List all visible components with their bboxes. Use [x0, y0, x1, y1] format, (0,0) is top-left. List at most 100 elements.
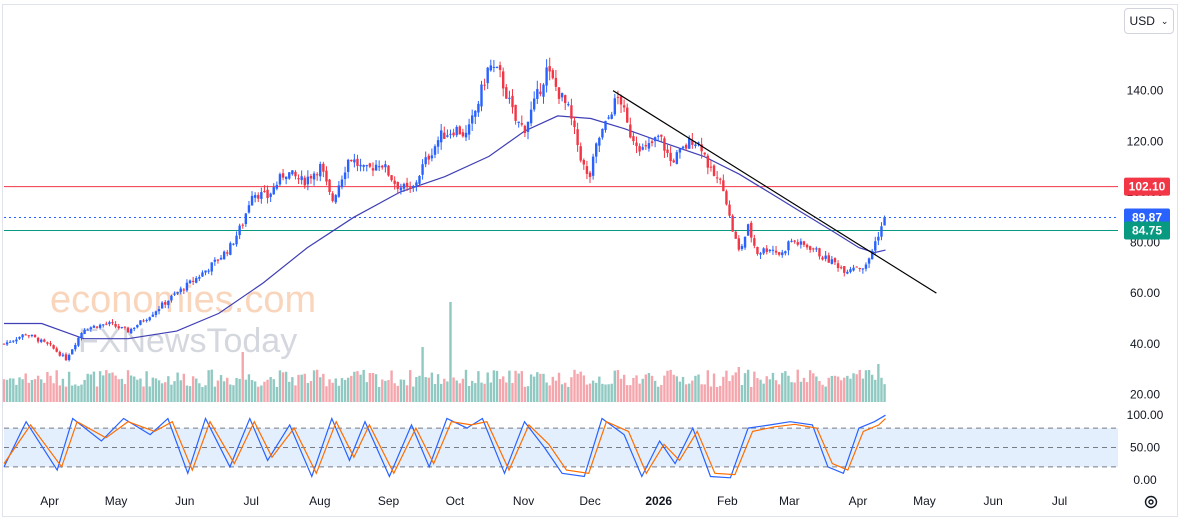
volume-bar: [526, 386, 530, 402]
candle-body: [195, 278, 198, 283]
time-tick-label: Apr: [40, 494, 59, 508]
volume-bar: [390, 370, 393, 402]
volume-bar: [377, 386, 381, 402]
candle-body: [852, 267, 855, 271]
candle-body: [98, 324, 102, 328]
candle-body: [346, 159, 350, 172]
candle-body: [470, 115, 474, 124]
volume-bar: [343, 379, 347, 402]
candle-body: [129, 328, 133, 334]
volume-bar: [291, 377, 294, 402]
candle-body: [356, 158, 359, 166]
volume-bar: [446, 381, 449, 402]
candle-body: [179, 288, 182, 293]
volume-bar: [653, 380, 657, 402]
candle-body: [374, 164, 378, 171]
settings-gear-icon[interactable]: [1142, 493, 1160, 511]
volume-bars: [2, 302, 886, 402]
volume-bar: [266, 379, 269, 402]
trendline[interactable]: [612, 90, 937, 294]
candle-body: [114, 323, 117, 327]
volume-bar: [855, 374, 858, 402]
volume-bar: [874, 379, 877, 402]
volume-bar: [793, 382, 796, 402]
currency-label: USD: [1129, 14, 1155, 28]
candle-body: [222, 251, 226, 260]
candle-body: [560, 93, 564, 98]
volume-bar: [731, 375, 734, 402]
volume-bar: [585, 384, 589, 402]
candle-body: [796, 242, 799, 245]
volume-bar: [21, 379, 24, 402]
candle-body: [675, 152, 679, 164]
volume-bar: [712, 373, 716, 402]
volume-bar: [604, 384, 607, 402]
price-badge-label: 89.87: [1132, 211, 1162, 225]
candle-body: [92, 325, 96, 328]
candle-body: [604, 120, 607, 130]
candle-body: [266, 189, 269, 199]
volume-bar: [743, 373, 747, 402]
candle-body: [644, 145, 648, 147]
candle-body: [777, 252, 781, 255]
candle-body: [753, 238, 756, 246]
downtrend-line[interactable]: [612, 90, 937, 294]
candle-body: [216, 259, 220, 261]
volume-bar: [160, 383, 164, 402]
volume-bar: [18, 377, 21, 402]
candle-body: [405, 182, 409, 187]
stochastic-lines: [3, 414, 886, 479]
candle-body: [495, 66, 499, 68]
candle-body: [111, 322, 114, 324]
stochastic-band: [4, 427, 1118, 468]
candle-body: [880, 226, 883, 237]
candle-body: [626, 107, 629, 123]
time-axis[interactable]: Apr May Jun Jul Aug Sep Oct Nov Dec 2026 Feb Mar Apr…: [40, 494, 1067, 508]
volume-bar: [601, 383, 604, 402]
volume-bar: [520, 371, 523, 402]
candle-body: [58, 351, 62, 356]
volume-bar: [309, 381, 313, 402]
volume-bar: [151, 377, 155, 402]
volume-bar: [331, 382, 334, 402]
volume-bar: [564, 382, 567, 402]
candle-body: [253, 195, 257, 198]
candle-body: [30, 334, 34, 336]
volume-bar: [337, 385, 341, 402]
volume-bar: [278, 370, 282, 402]
volume-bar: [474, 383, 477, 402]
candle-body: [740, 246, 744, 250]
volume-bar: [650, 375, 654, 402]
candle-body: [793, 240, 796, 242]
volume-bar: [393, 383, 396, 402]
candle-body: [95, 326, 99, 328]
candle-body: [43, 339, 46, 342]
candle-body: [33, 334, 37, 338]
currency-selector[interactable]: USD ⌄: [1124, 8, 1174, 34]
candle-body: [486, 67, 489, 84]
volume-bar: [43, 382, 46, 402]
volume-bar: [418, 375, 421, 402]
volume-bar: [415, 377, 418, 402]
price-tick-label: 20.00: [1130, 387, 1160, 401]
stochastic-axis[interactable]: 100.00 50.00 0.00: [1127, 408, 1164, 487]
volume-bar: [173, 381, 176, 402]
volume-bar: [660, 384, 663, 402]
candle-body: [263, 190, 266, 192]
volume-bar: [229, 384, 232, 402]
candle-body: [883, 217, 886, 226]
candle-body: [759, 253, 762, 255]
volume-bar: [306, 382, 310, 402]
candle-body: [833, 258, 837, 263]
volume-bar: [591, 380, 595, 402]
candle-body: [46, 342, 49, 344]
volume-bar: [706, 370, 710, 402]
volume-bar: [715, 386, 719, 402]
candle-body: [427, 155, 430, 160]
candle-body: [864, 264, 868, 269]
volume-bar: [154, 378, 158, 402]
candle-body: [284, 176, 288, 180]
